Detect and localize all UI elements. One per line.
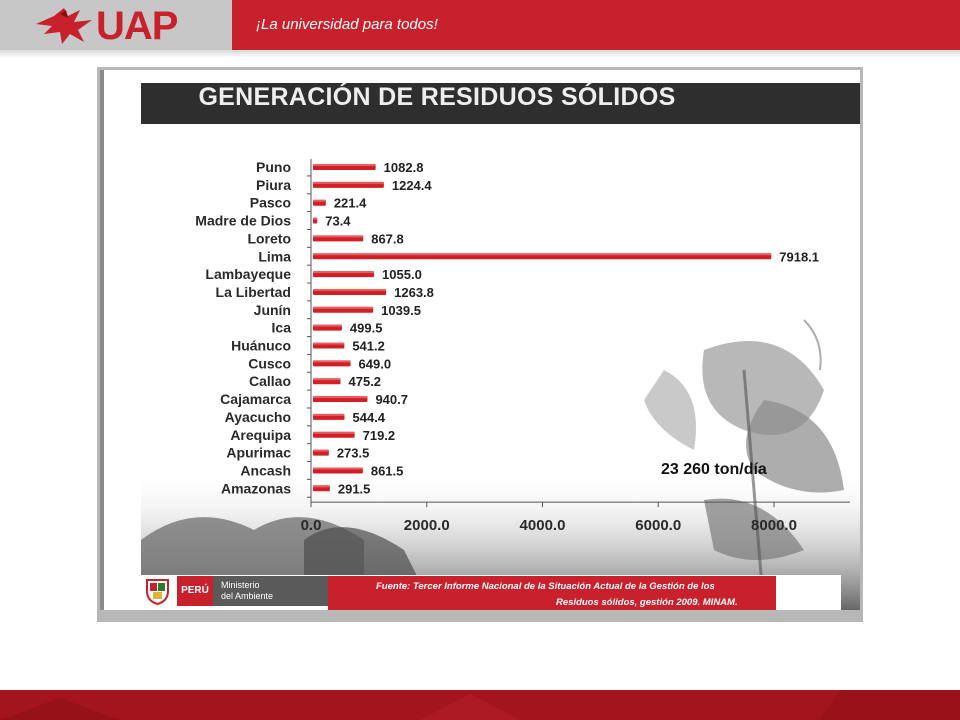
x-tick-label: 4000.0 [520,517,566,534]
footer-texture [0,690,960,720]
bar-highlight [313,431,355,434]
title-bar: GENERACIÓN DE RESIDUOS SÓLIDOS [141,83,860,124]
bar-highlight [313,164,376,166]
value-label: 499.5 [350,321,383,336]
logo-area: UAP [0,0,232,50]
bar-highlight [313,467,363,470]
category-label: Ancash [240,462,291,478]
category-label: Ica [272,320,292,336]
category-label: Ayacucho [225,409,291,425]
slide-left-strip [100,70,104,610]
x-tick-label: 8000.0 [751,517,797,534]
bar-highlight [313,449,329,452]
header-shadow [0,50,960,58]
bar-highlight [313,485,330,488]
category-label: Apurimac [226,445,291,461]
bar-highlight [313,413,345,416]
bar-highlight [313,288,387,291]
category-label: Lima [258,248,291,264]
peru-label: PERÚ [177,576,213,606]
ministry-line-1: Ministerio [221,580,260,590]
value-label: 861.5 [371,463,404,478]
bar-highlight [313,378,341,381]
x-tick-label: 6000.0 [635,517,681,534]
chart-title: GENERACIÓN DE RESIDUOS SÓLIDOS [198,83,676,111]
category-label: Cajamarca [220,391,291,407]
value-label: 291.5 [338,481,371,496]
value-label: 1055.0 [382,267,422,282]
total-annotation: 23 260 ton/día [661,461,767,478]
x-tick-label: 2000.0 [404,517,450,534]
value-label: 1224.4 [392,178,433,193]
category-label: Callao [249,373,291,389]
logo-wordmark: UAP [96,4,178,48]
category-label: Junín [254,302,291,318]
bar-highlight [313,253,772,256]
value-label: 7918.1 [779,249,819,264]
value-label: 1039.5 [381,303,421,318]
value-label: 73.4 [325,214,351,229]
eagle-logo-icon [36,8,92,44]
ministry-line-2: del Ambiente [221,591,274,601]
bar-highlight [313,235,364,238]
value-label: 475.2 [349,374,382,389]
slogan-text: ¡La universidad para todos! [256,16,438,33]
bar-highlight [313,324,342,327]
value-label: 719.2 [363,428,396,443]
bar-highlight [313,342,345,345]
bar-highlight [313,306,374,309]
bar-highlight [313,271,375,274]
x-tick-label: 0.0 [301,517,322,534]
category-label: Huánuco [231,338,291,354]
slide-image: GENERACIÓN DE RESIDUOS SÓLIDOS Puno 1082.… [104,70,860,610]
value-label: 940.7 [375,392,408,407]
background-plant-illustration [141,319,860,610]
category-label: Pasco [250,195,291,211]
value-label: 544.4 [353,410,386,425]
bar-highlight [313,181,384,184]
category-label: Puno [256,159,291,175]
bar-highlight [313,396,368,399]
bar-highlight [313,360,351,363]
source-line-1: Fuente: Tercer Informe Nacional de la Si… [376,581,715,592]
value-label: 649.0 [359,356,392,371]
source-line-2: Residuos sólidos, gestión 2009. MINAM. [556,597,738,608]
category-label: Piura [256,177,291,193]
source-note: Fuente: Tercer Informe Nacional de la Si… [328,576,776,610]
category-label: Lambayeque [205,266,291,282]
category-label: Cusco [248,355,291,371]
bar-highlight [313,199,326,202]
value-label: 541.2 [352,339,385,354]
value-label: 221.4 [334,196,367,211]
category-label: La Libertad [216,284,291,300]
bar-highlight [313,217,318,220]
value-label: 1082.8 [384,160,424,175]
category-label: Loreto [247,230,291,246]
value-label: 867.8 [371,231,404,246]
value-label: 273.5 [337,446,370,461]
value-label: 1263.8 [394,285,434,300]
category-label: Madre de Dios [195,213,291,229]
category-label: Arequipa [230,427,291,443]
category-label: Amazonas [221,480,291,496]
ministry-label: Ministerio del Ambiente [213,576,328,606]
bar-chart: Puno 1082.8 Piura 1224.4 Pasco 221.4 Madre de … [195,159,850,534]
peru-shield-icon [146,579,169,605]
